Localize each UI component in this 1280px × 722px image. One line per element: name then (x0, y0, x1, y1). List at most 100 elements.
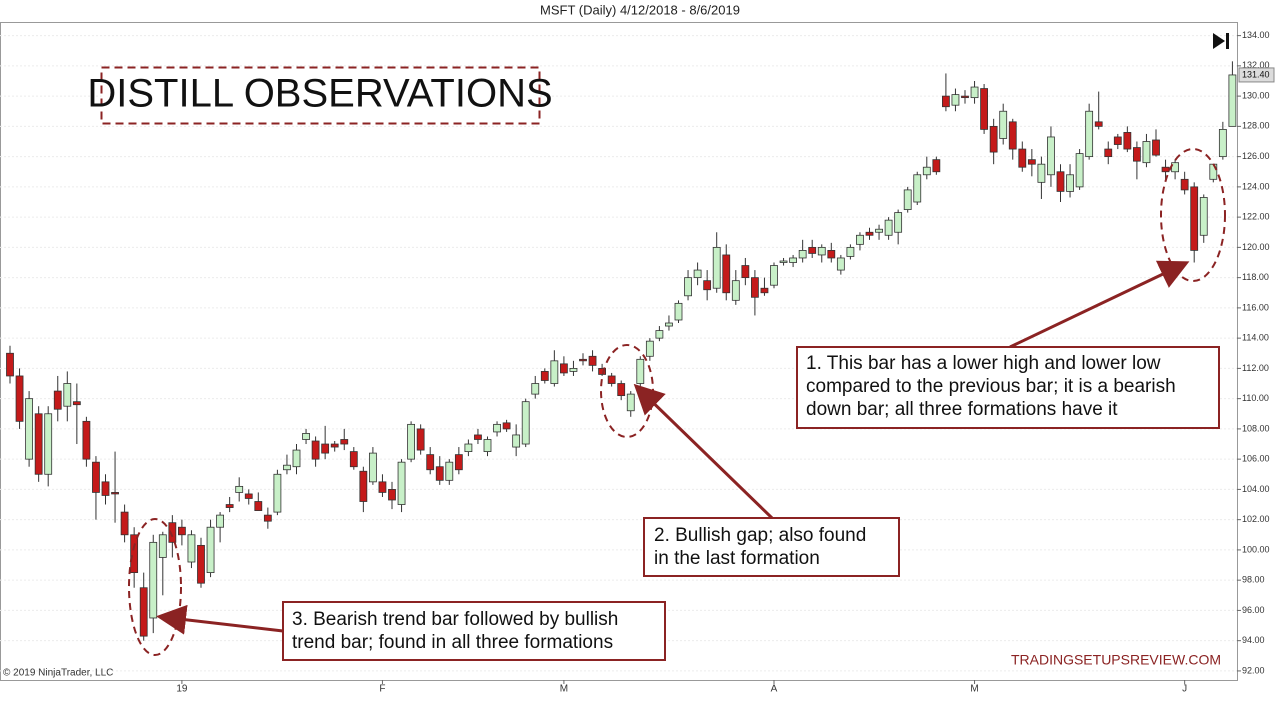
annotation-line: down bar; all three formations have it (806, 399, 1118, 420)
y-tick-label: 130.00 (1242, 90, 1270, 100)
candle-body (942, 95, 950, 108)
candle-body (1066, 174, 1074, 192)
annotation-2: 2. Bullish gap; also found in the last f… (643, 517, 900, 577)
candle-body (951, 94, 960, 106)
candle-body (665, 322, 673, 327)
candle-body (903, 189, 912, 210)
candle-body (617, 383, 626, 397)
y-tick-label: 96.00 (1242, 605, 1265, 615)
candle-body (82, 420, 91, 460)
y-tick-label: 116.00 (1242, 302, 1269, 312)
annotation-box (643, 517, 900, 577)
candle-body (283, 464, 291, 471)
candle-body (311, 440, 320, 460)
icon[interactable] (1213, 33, 1225, 49)
scroll-end-icon[interactable] (1213, 33, 1229, 49)
candle-body (836, 257, 845, 271)
candle-body (25, 398, 34, 460)
candles (6, 61, 1237, 641)
y-tick-label: 108.00 (1242, 423, 1270, 433)
candle-body (149, 541, 158, 619)
annotation-line: 2. Bullish gap; also found (654, 525, 866, 546)
candle-body (1180, 178, 1189, 191)
candle-body (72, 401, 81, 406)
candle-body (712, 246, 721, 289)
candle-body (254, 501, 263, 511)
candle-body (206, 526, 215, 574)
icon[interactable] (1226, 33, 1229, 49)
arrow (633, 383, 774, 520)
candle-body (139, 587, 148, 637)
y-tick-label: 132.00 (1242, 60, 1270, 70)
candle-body (445, 461, 454, 481)
arrow (1009, 260, 1190, 349)
candle-body (999, 110, 1008, 139)
x-tick-label: M (560, 684, 568, 695)
candle-body (655, 330, 664, 339)
ellipse (1160, 148, 1226, 282)
candle-body (407, 423, 416, 460)
candle-body (894, 212, 903, 233)
candle-body (15, 375, 24, 422)
y-tick-label: 98.00 (1242, 575, 1265, 585)
candle-body (512, 434, 521, 448)
candle-body (158, 534, 167, 558)
candle-body (770, 265, 778, 286)
candle-body (922, 166, 931, 176)
candle-body (1027, 159, 1036, 165)
candle-body (187, 534, 196, 563)
candle-body (168, 522, 177, 543)
candle-body (177, 526, 186, 536)
annotation-line: 1. This bar has a lower high and lower l… (806, 353, 1161, 374)
candle-body (645, 340, 654, 357)
candle-body (1142, 141, 1151, 164)
y-tick-label: 122.00 (1242, 212, 1270, 222)
candle-body (846, 246, 855, 257)
x-tick-label: F (379, 684, 385, 695)
y-tick-label: 124.00 (1242, 181, 1270, 191)
candle-body (693, 269, 702, 279)
candle-body (130, 534, 139, 574)
candle-body (1075, 153, 1084, 188)
candle-body (92, 461, 100, 493)
copyright: © 2019 NinjaTrader, LLC (3, 668, 113, 679)
candle-body (636, 358, 645, 384)
y-tick-label: 120.00 (1242, 242, 1270, 252)
candle-body (416, 428, 425, 451)
y-tick-label: 102.00 (1242, 514, 1270, 524)
y-tick-label: 112.00 (1242, 363, 1269, 373)
candle-body (817, 246, 826, 256)
candle-body (273, 473, 282, 513)
annotation-line: trend bar; found in all three formations (292, 632, 613, 653)
candle-body (120, 511, 129, 536)
candle-body (493, 423, 501, 433)
candle-body (1161, 166, 1170, 173)
heading-box (100, 66, 541, 125)
ellipse (128, 518, 182, 656)
candle-body (1190, 186, 1199, 251)
y-tick-label: 104.00 (1242, 484, 1270, 494)
candle-body (388, 489, 396, 501)
candle-body (875, 228, 883, 233)
candle-body (1047, 136, 1055, 176)
candle-body (684, 277, 692, 297)
last-price-tag (1238, 67, 1275, 83)
candle-body (101, 481, 110, 496)
arrows (156, 260, 1190, 635)
candle-body (216, 514, 225, 528)
y-tick-label: 92.00 (1242, 665, 1265, 675)
x-tick-label: A (771, 684, 778, 695)
candle-body (1228, 74, 1237, 127)
x-tick-label: M (970, 684, 978, 695)
candle-body (340, 439, 349, 445)
candle-body (1104, 148, 1113, 158)
last-price-label: 131.40 (1242, 69, 1270, 79)
candle-body (244, 493, 253, 499)
candle-body (454, 454, 463, 471)
candle-body (197, 544, 205, 584)
candle-body (751, 277, 759, 298)
candle-body (569, 367, 578, 372)
x-tick-label: 19 (176, 684, 188, 695)
candle-body (225, 504, 234, 508)
candle-body (1113, 136, 1122, 145)
